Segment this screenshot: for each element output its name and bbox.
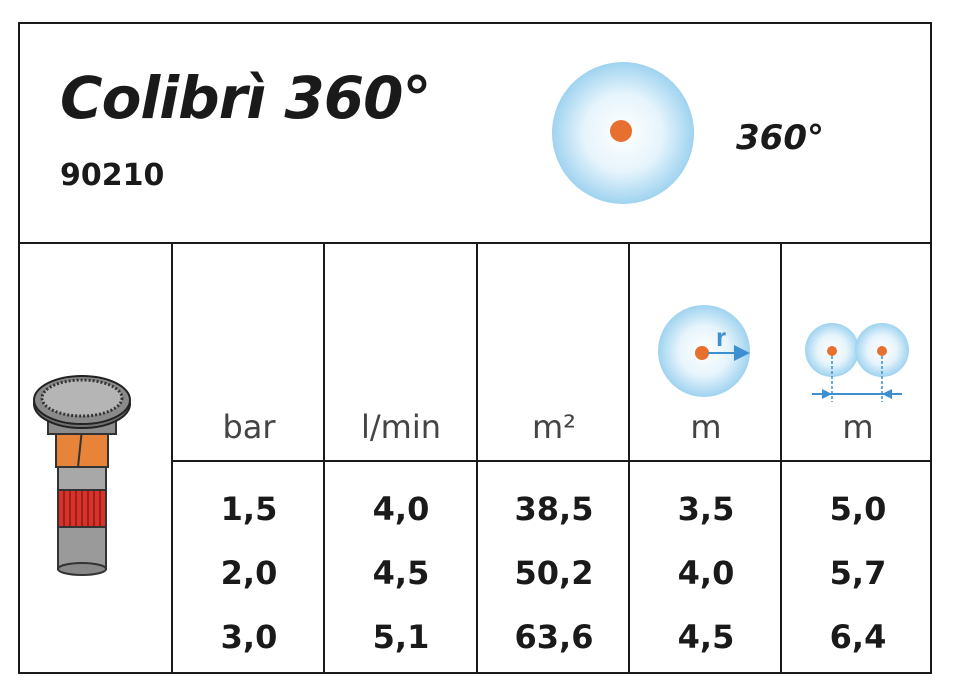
table-cell: 6,4 [829, 618, 887, 656]
table-cell: 63,6 [514, 618, 594, 656]
unit-flow: l/min [360, 408, 441, 446]
column-divider [780, 242, 782, 672]
table-header-divider [171, 460, 930, 462]
unit-radius: m [690, 408, 722, 446]
table-cell: 50,2 [514, 554, 594, 592]
table-cell: 5,0 [829, 490, 887, 528]
table-cell: 5,1 [372, 618, 430, 656]
table-cell: 5,7 [829, 554, 887, 592]
unit-pressure: bar [222, 408, 276, 446]
column-divider [628, 242, 630, 672]
radius-symbol: r [716, 322, 726, 352]
radius-icon: r [658, 305, 750, 397]
table-cell: 2,0 [220, 554, 278, 592]
spacing-icon [805, 323, 909, 402]
table-cell: 4,5 [372, 554, 430, 592]
column-divider [171, 242, 173, 672]
table-cell: 3,0 [220, 618, 278, 656]
unit-area: m² [532, 408, 576, 446]
product-title: Colibrì 360° [60, 64, 431, 132]
table-cell: 3,5 [677, 490, 735, 528]
product-code: 90210 [60, 158, 165, 193]
nozzle-product-image [33, 375, 131, 576]
product-spec-sheet: Colibrì 360° 90210 360° r [18, 22, 932, 674]
table-cell: 4,5 [677, 618, 735, 656]
table-cell: 4,0 [677, 554, 735, 592]
table-cell: 4,0 [372, 490, 430, 528]
column-divider [323, 242, 325, 672]
table-cell: 1,5 [220, 490, 278, 528]
arc-label: 360° [736, 118, 824, 158]
unit-spacing: m [842, 408, 874, 446]
header: Colibrì 360° 90210 360° [20, 24, 930, 244]
table-cell: 38,5 [514, 490, 594, 528]
column-divider [476, 242, 478, 672]
spray-360-icon [552, 62, 694, 204]
